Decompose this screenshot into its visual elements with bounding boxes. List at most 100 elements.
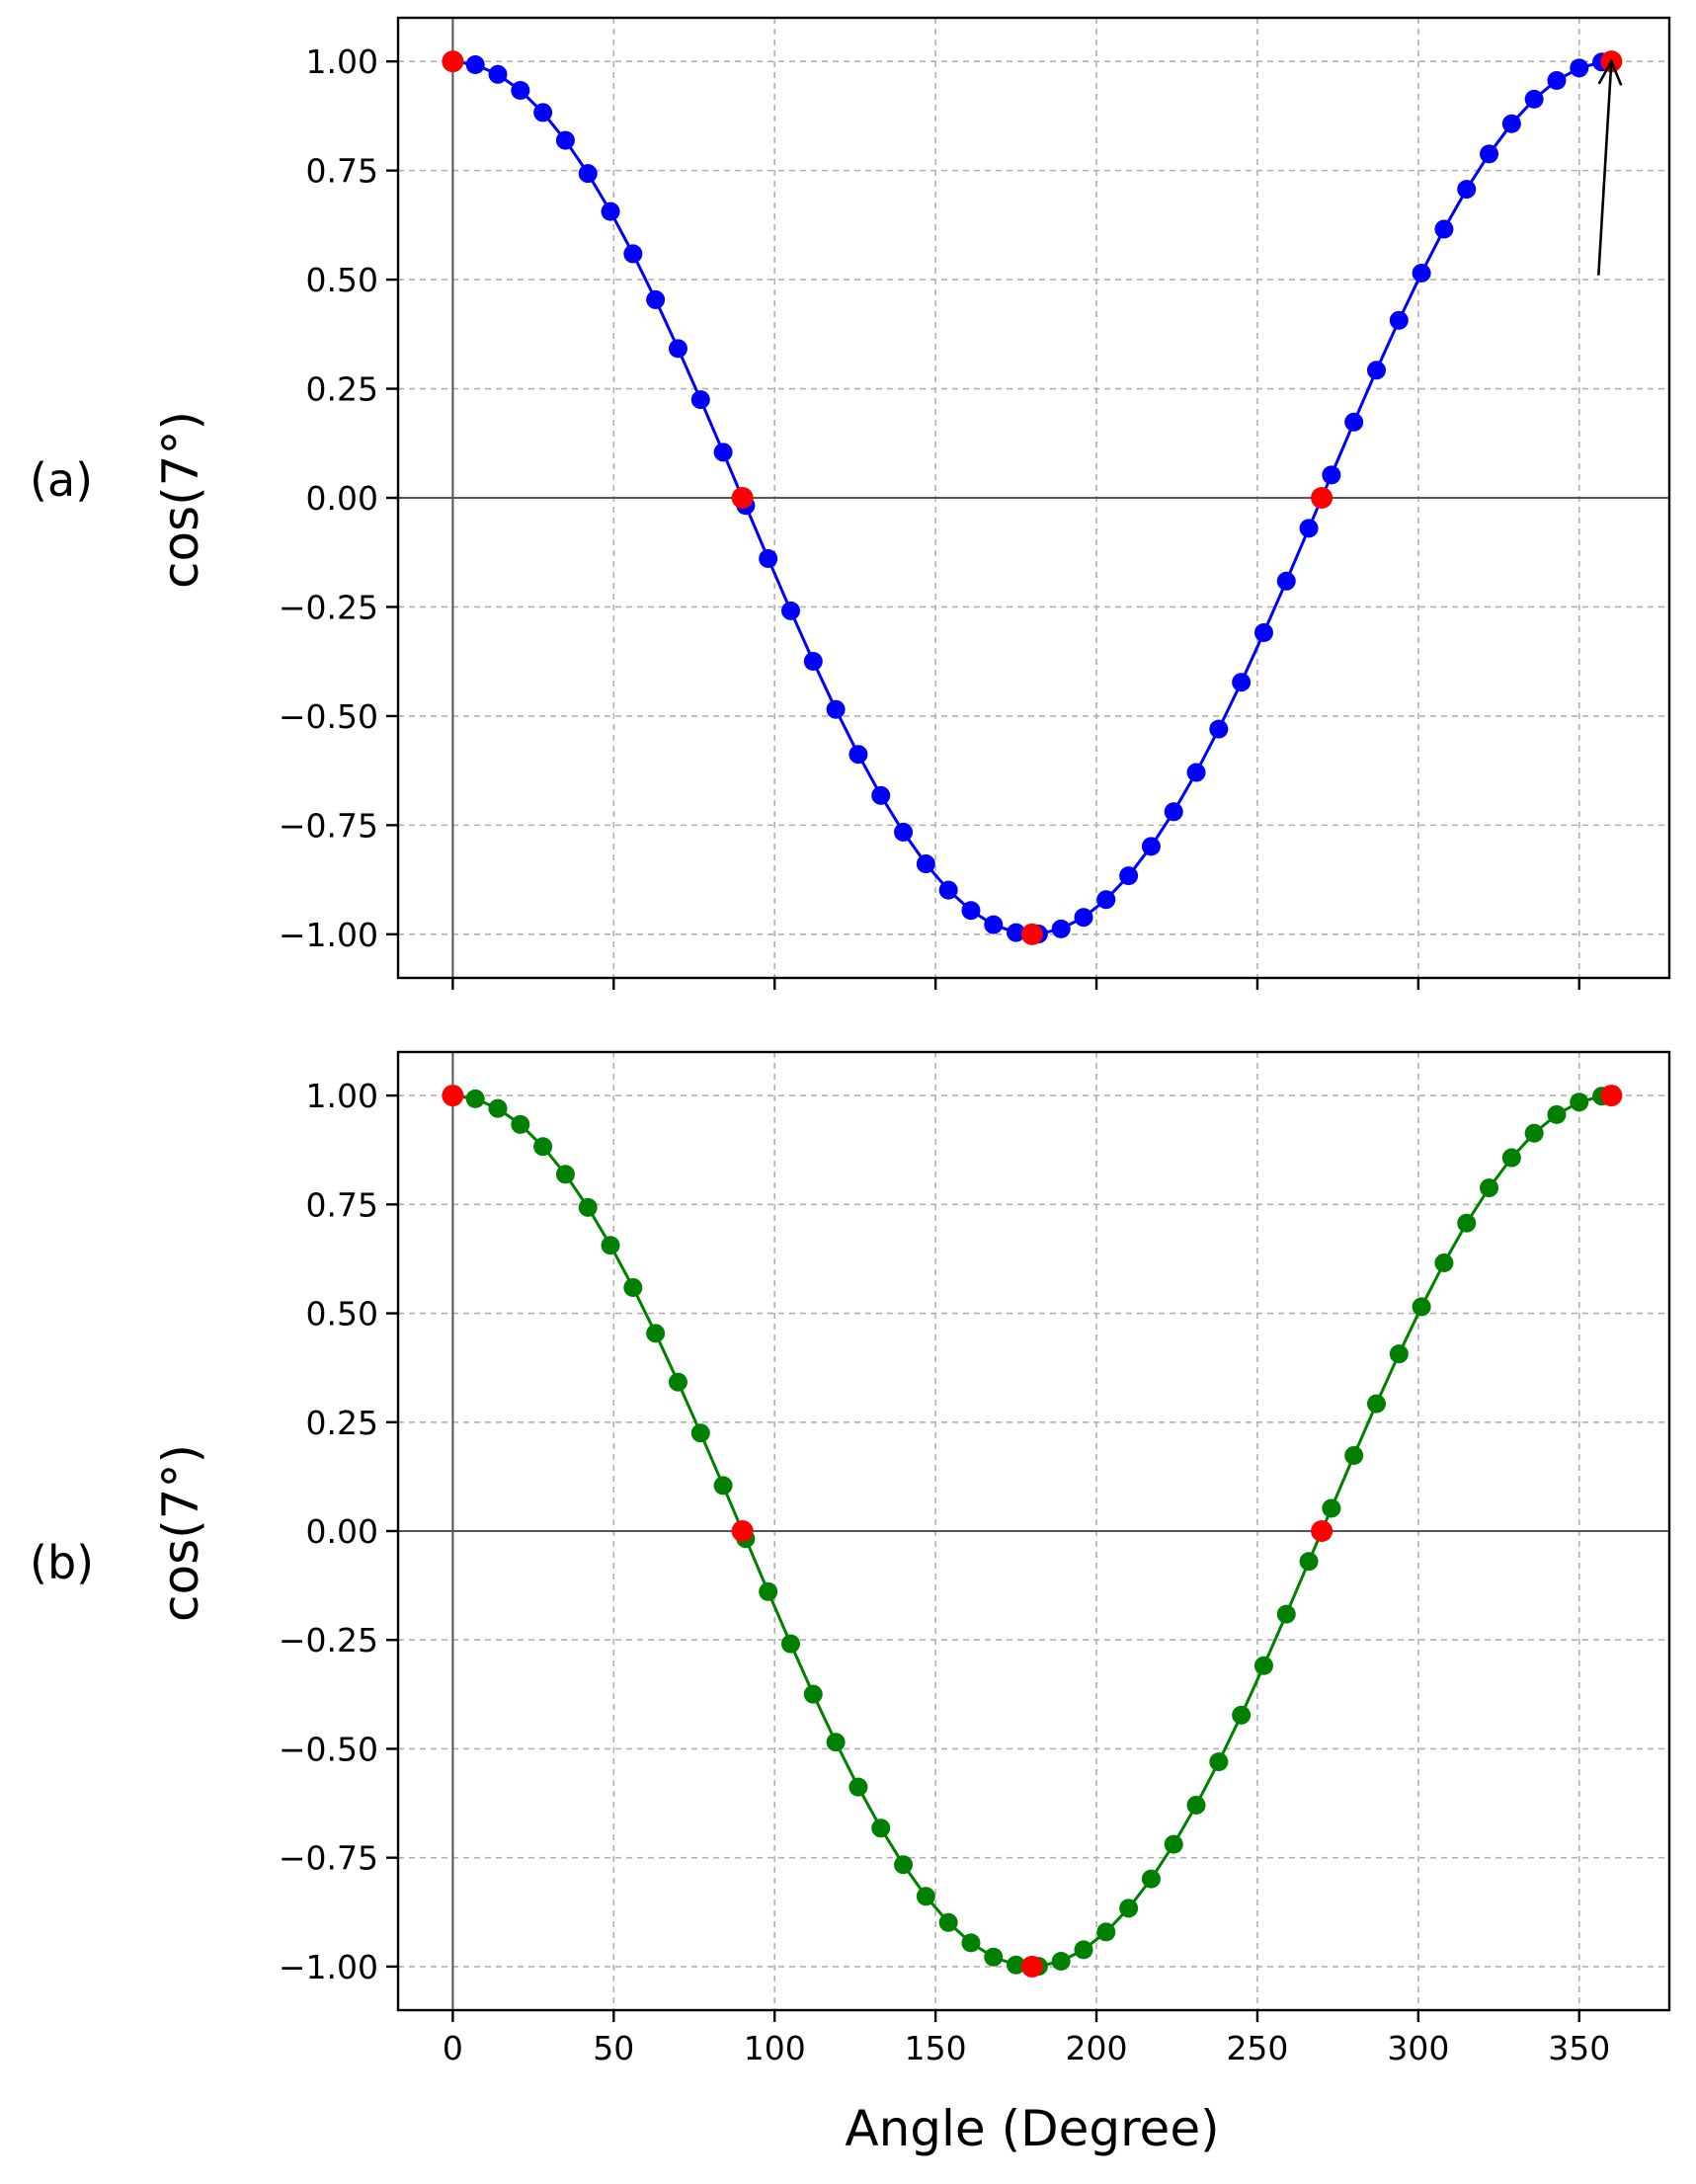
panel-a-data-point bbox=[555, 130, 575, 150]
panel-a-data-point bbox=[1141, 837, 1161, 856]
panel-b-data-point bbox=[1524, 1123, 1544, 1143]
panel-a-data-point bbox=[1209, 719, 1229, 739]
panel-b-data-point bbox=[1253, 1656, 1273, 1675]
panel-b-data-point bbox=[1501, 1148, 1521, 1168]
panel-b-data-point bbox=[1299, 1552, 1319, 1572]
panel-b-label: (b) bbox=[30, 1536, 94, 1589]
panel-a-data-point bbox=[533, 103, 553, 122]
panel-a-data-point bbox=[1074, 908, 1093, 928]
panel-a-data-point bbox=[1457, 180, 1477, 200]
panel-b-x-tick-label: 300 bbox=[1387, 2029, 1449, 2067]
panel-b-data-point bbox=[1186, 1795, 1206, 1815]
panel-b-data-point bbox=[578, 1197, 598, 1217]
panel-a-data-point bbox=[1186, 763, 1206, 782]
panel-b-data-point bbox=[871, 1819, 891, 1838]
panel-a-data-point bbox=[1367, 361, 1387, 380]
panel-a-highlight-point bbox=[442, 50, 464, 73]
panel-b-y-tick-label: 0.00 bbox=[306, 1512, 378, 1551]
panel-a-data-point bbox=[1096, 890, 1116, 910]
panel-a-data-point bbox=[759, 549, 778, 569]
panel-b-highlight-point bbox=[1311, 1520, 1333, 1542]
panel-a-data-point bbox=[938, 880, 958, 900]
panel-b-data-point bbox=[1007, 1955, 1026, 1975]
panel-b-highlight-point bbox=[731, 1520, 754, 1542]
panel-b-x-tick-label: 150 bbox=[905, 2029, 967, 2067]
panel-b-data-point bbox=[1389, 1344, 1409, 1364]
panel-b-data-point bbox=[601, 1236, 620, 1255]
panel-a-data-point bbox=[826, 699, 846, 719]
panel-b-data-point bbox=[623, 1277, 643, 1297]
panel-a-data-point bbox=[1389, 310, 1409, 330]
panel-a-data-point bbox=[1119, 866, 1139, 886]
panel-a-data-point bbox=[488, 64, 508, 84]
panel-b-data-point bbox=[1164, 1834, 1183, 1854]
panel-a-data-point bbox=[894, 822, 914, 842]
panel-a-y-tick-label: −1.00 bbox=[279, 916, 378, 954]
panel-b-highlight-point bbox=[1020, 1955, 1043, 1978]
panel-a-data-point bbox=[1164, 802, 1183, 822]
panel-a-data-point bbox=[1322, 465, 1341, 485]
panel-b-data-point bbox=[1119, 1899, 1139, 1918]
panel-b-data-point bbox=[803, 1684, 823, 1704]
panel-a-data-point bbox=[961, 901, 981, 921]
panel-b-data-point bbox=[646, 1324, 666, 1343]
panel-b-data-point bbox=[690, 1423, 710, 1443]
panel-b-data-point bbox=[465, 1089, 485, 1108]
panel-a-plot: 1.00 0.75 0.50 0.25 0.00 −0.25 −0.50 −0.75 −1.00 bbox=[279, 16, 1671, 990]
panel-b-data-point bbox=[1570, 1092, 1589, 1112]
panel-b-data-point bbox=[1367, 1394, 1387, 1414]
panel-a-data-point bbox=[984, 915, 1004, 934]
panel-b-data-point bbox=[555, 1165, 575, 1184]
panel-a-y-tick-label: −0.75 bbox=[279, 806, 378, 845]
panel-a-data-point bbox=[1276, 571, 1296, 591]
panel-a-data-point bbox=[1412, 263, 1431, 283]
panel-a-y-tick-label: 0.50 bbox=[306, 261, 378, 299]
panel-a-annotation-arrowhead bbox=[1597, 58, 1623, 86]
panel-b-data-point bbox=[511, 1114, 530, 1134]
panel-b-data-point bbox=[1412, 1297, 1431, 1317]
panel-b-data-point bbox=[1434, 1254, 1454, 1273]
panel-b-data-point bbox=[916, 1887, 935, 1906]
panel-a-data-point bbox=[578, 164, 598, 184]
panel-a-data-point bbox=[1051, 919, 1071, 938]
panel-b-data-point bbox=[1547, 1104, 1567, 1124]
panel-a-data-point bbox=[465, 54, 485, 74]
panel-b-y-tick-label: −0.50 bbox=[279, 1730, 378, 1768]
panel-b-data-point bbox=[781, 1634, 801, 1654]
panel-a-data-point bbox=[803, 652, 823, 672]
panel-a-y-tick-label: −0.50 bbox=[279, 697, 378, 736]
panel-a-data-point bbox=[1344, 412, 1364, 432]
panel-a-y-tick-label: 0.25 bbox=[306, 370, 378, 409]
panel-b-data-point bbox=[848, 1777, 868, 1797]
panel-b-data-point bbox=[533, 1137, 553, 1157]
panel-b-data-point bbox=[1232, 1705, 1252, 1725]
panel-b-y-tick-label: −0.25 bbox=[279, 1621, 378, 1659]
panel-a-highlight-point bbox=[1311, 487, 1333, 509]
panel-b-data-point bbox=[488, 1098, 508, 1118]
panel-a-label: (a) bbox=[30, 453, 93, 507]
panel-b-data-point bbox=[938, 1912, 958, 1932]
panel-a-y-tick-label: 0.75 bbox=[306, 152, 378, 191]
panel-b-data-point bbox=[1276, 1604, 1296, 1624]
panel-a-data-point bbox=[1524, 89, 1544, 109]
panel-a-data-point bbox=[690, 390, 710, 410]
panel-a-data-point bbox=[623, 244, 643, 264]
panel-b-data-point bbox=[826, 1733, 846, 1752]
panel-b-y-axis-label: cos(7°) bbox=[152, 1444, 209, 1622]
panel-a-data-point bbox=[1547, 70, 1567, 90]
panel-b-data-point bbox=[1096, 1922, 1116, 1942]
panel-a-data-point bbox=[713, 443, 733, 462]
panel-a-y-tick-label: 0.00 bbox=[306, 479, 378, 518]
panel-a-data-point bbox=[1299, 519, 1319, 538]
panel-b-x-tick-label: 200 bbox=[1066, 2029, 1128, 2067]
panel-b-data-point bbox=[668, 1372, 687, 1392]
panel-b-data-point bbox=[984, 1947, 1004, 1967]
panel-b-plot: 0 50 100 150 200 250 300 350 1.00 0.75 0.50 0.25 0.0… bbox=[279, 1050, 1671, 2067]
panel-b-y-tick-label: 0.75 bbox=[306, 1185, 378, 1224]
panel-a-highlight-point bbox=[731, 487, 754, 509]
panel-b-data-point bbox=[1209, 1752, 1229, 1772]
panel-a-data-point bbox=[1007, 923, 1026, 942]
panel-b-data-point bbox=[759, 1581, 778, 1601]
panel-b-y-tick-label: 1.00 bbox=[306, 1077, 378, 1115]
panel-a-data-point bbox=[916, 854, 935, 874]
